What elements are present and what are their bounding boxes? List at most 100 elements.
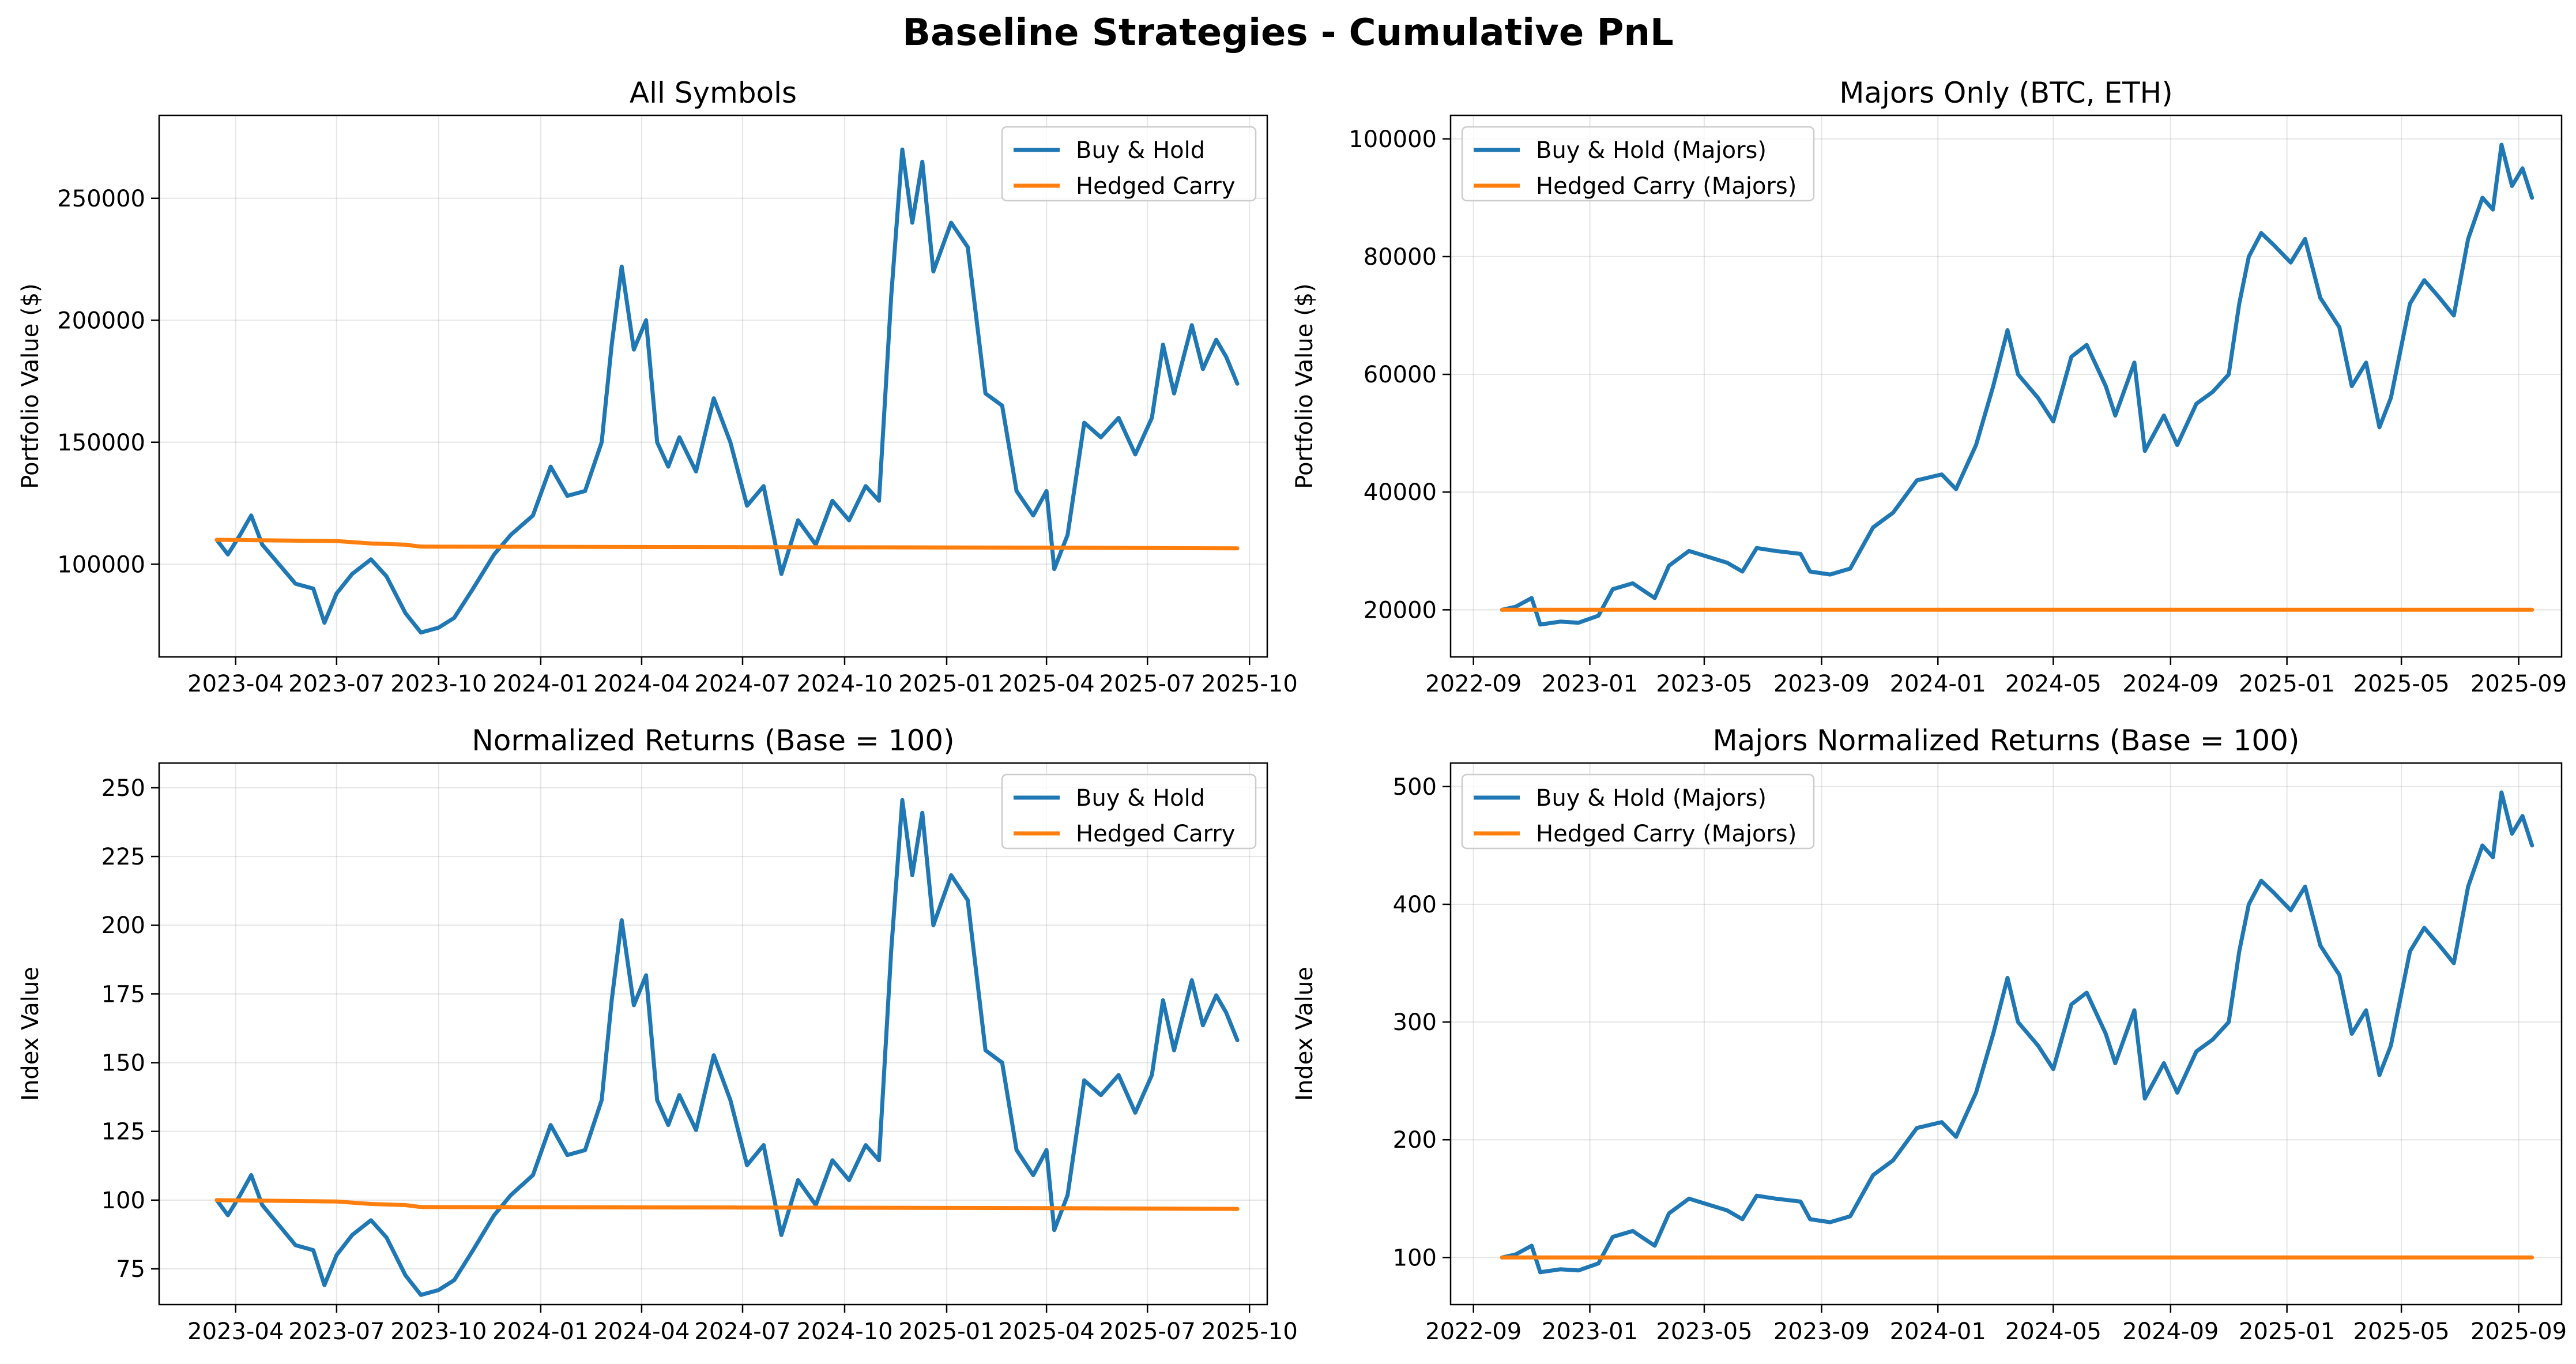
x-tick-label: 2025-10 (1202, 671, 1298, 697)
legend-box (1461, 773, 1815, 850)
y-tick-label: 100000 (57, 551, 145, 578)
y-tick-label: 300 (1393, 1009, 1437, 1036)
subplot-title: Majors Only (BTC, ETH) (1839, 76, 2173, 110)
x-tick-label: 2024-10 (796, 671, 892, 697)
plot-area (1451, 115, 2562, 657)
x-tick-label: 2023-07 (288, 671, 385, 697)
y-tick-label: 40000 (1364, 479, 1437, 506)
y-tick-label: 75 (116, 1256, 145, 1283)
legend-label: Buy & Hold (1076, 785, 1205, 811)
series-line-buy-hold (214, 147, 1240, 635)
legend-label: Buy & Hold (Majors) (1536, 785, 1767, 811)
x-tick-label: 2025-07 (1099, 671, 1196, 697)
plot-area (159, 763, 1267, 1305)
y-axis-label: Portfolio Value ($) (17, 283, 44, 489)
y-axis-label: Index Value (1291, 967, 1318, 1101)
axes-frame (158, 114, 1268, 658)
y-tick-label: 125 (101, 1119, 145, 1145)
figure-suptitle: Baseline Strategies - Cumulative PnL (902, 12, 1674, 54)
series-line-buy-hold-majors (1500, 142, 2534, 627)
series-line-buy-hold (214, 798, 1240, 1297)
x-tick-label: 2025-01 (2239, 671, 2335, 697)
legend-box (1461, 126, 1815, 202)
x-tick-label: 2025-10 (1202, 1318, 1298, 1345)
y-tick-label: 250 (101, 775, 145, 802)
y-tick-label: 60000 (1364, 362, 1437, 388)
x-tick-label: 2023-09 (1773, 671, 1870, 697)
y-tick-label: 400 (1393, 892, 1437, 918)
legend-box (1001, 773, 1257, 850)
subplot-title: Normalized Returns (Base = 100) (472, 724, 954, 757)
x-tick-label: 2025-04 (999, 671, 1095, 697)
x-tick-label: 2023-05 (1656, 1318, 1752, 1345)
legend: Buy & Hold Hedged Carry (1001, 773, 1257, 850)
y-tick-label: 250000 (57, 186, 145, 212)
axes-frame (1449, 762, 2563, 1306)
x-tick-label: 2024-04 (593, 671, 690, 697)
x-tick-label: 2024-01 (492, 1318, 589, 1345)
legend-label: Hedged Carry (Majors) (1536, 173, 1797, 200)
legend-label: Buy & Hold (1076, 137, 1205, 164)
y-tick-label: 100 (101, 1188, 145, 1214)
y-tick-label: 225 (101, 844, 145, 870)
y-tick-label: 20000 (1364, 597, 1437, 623)
legend-label: Hedged Carry (1076, 821, 1235, 847)
x-tick-label: 2023-07 (288, 1318, 385, 1345)
legend-box (1001, 126, 1257, 202)
series-line-buy-hold-majors (1500, 790, 2534, 1275)
y-tick-label: 500 (1393, 774, 1437, 801)
x-tick-label: 2025-01 (898, 671, 995, 697)
axes-frame (1449, 114, 2563, 658)
subplot-majors-normalized-returns: 2022-09 2023-01 2023-05 2023-09 2024-01 2024-… (1291, 724, 2567, 1345)
subplot-title: Majors Normalized Returns (Base = 100) (1713, 724, 2300, 757)
subplot-all-symbols: 2023-04 2023-07 2023-10 2024-01 2024-04 2024-… (17, 76, 1298, 697)
x-tick-label: 2023-10 (390, 1318, 487, 1345)
x-tick-label: 2024-01 (1890, 671, 1986, 697)
series-line-hedged-carry (214, 1198, 1240, 1211)
plot-area (159, 115, 1267, 657)
x-tick-label: 2024-09 (2122, 1318, 2219, 1345)
x-tick-label: 2023-05 (1656, 671, 1752, 697)
x-tick-label: 2025-09 (2470, 671, 2567, 697)
x-tick-label: 2022-09 (1425, 671, 1522, 697)
y-axis-label: Index Value (17, 967, 44, 1101)
x-tick-label: 2023-04 (187, 671, 284, 697)
x-tick-label: 2024-07 (694, 1318, 790, 1345)
subplot-normalized-returns: 2023-04 2023-07 2023-10 2024-01 2024-04 2024-… (17, 724, 1298, 1345)
x-tick-label: 2024-09 (2122, 671, 2219, 697)
x-tick-label: 2023-01 (1542, 671, 1638, 697)
x-tick-label: 2025-01 (2239, 1318, 2335, 1345)
y-tick-label: 175 (101, 981, 145, 1008)
x-tick-label: 2023-09 (1773, 1318, 1870, 1345)
x-tick-label: 2024-05 (2005, 1318, 2102, 1345)
y-tick-label: 80000 (1364, 244, 1437, 270)
y-tick-label: 200 (1393, 1127, 1437, 1153)
x-tick-label: 2025-05 (2353, 1318, 2450, 1345)
axes-frame (158, 762, 1268, 1306)
legend: Buy & Hold Hedged Carry (1001, 126, 1257, 202)
y-axis-label: Portfolio Value ($) (1291, 283, 1318, 489)
y-tick-label: 150000 (57, 430, 145, 456)
plot-area (1451, 763, 2562, 1305)
series-line-hedged-carry (214, 538, 1240, 551)
x-tick-label: 2025-01 (898, 1318, 995, 1345)
x-tick-label: 2024-07 (694, 671, 790, 697)
y-tick-label: 100000 (1349, 126, 1437, 153)
legend: Buy & Hold (Majors) Hedged Carry (Majors) (1461, 126, 1815, 202)
subplot-majors-only: 2022-09 2023-01 2023-05 2023-09 2024-01 2024-… (1291, 76, 2567, 697)
x-tick-label: 2022-09 (1425, 1318, 1522, 1345)
legend-label: Buy & Hold (Majors) (1536, 137, 1767, 164)
x-tick-label: 2025-05 (2353, 671, 2450, 697)
x-tick-label: 2025-09 (2470, 1318, 2567, 1345)
x-tick-label: 2024-04 (593, 1318, 690, 1345)
legend-label: Hedged Carry (1076, 173, 1235, 200)
x-tick-label: 2023-01 (1542, 1318, 1638, 1345)
x-tick-label: 2024-01 (492, 671, 589, 697)
x-tick-label: 2023-04 (187, 1318, 284, 1345)
legend-label: Hedged Carry (Majors) (1536, 821, 1797, 847)
x-tick-label: 2025-04 (999, 1318, 1095, 1345)
x-tick-label: 2023-10 (390, 671, 487, 697)
x-tick-label: 2024-01 (1890, 1318, 1986, 1345)
x-tick-label: 2024-10 (796, 1318, 892, 1345)
y-tick-label: 150 (101, 1050, 145, 1077)
